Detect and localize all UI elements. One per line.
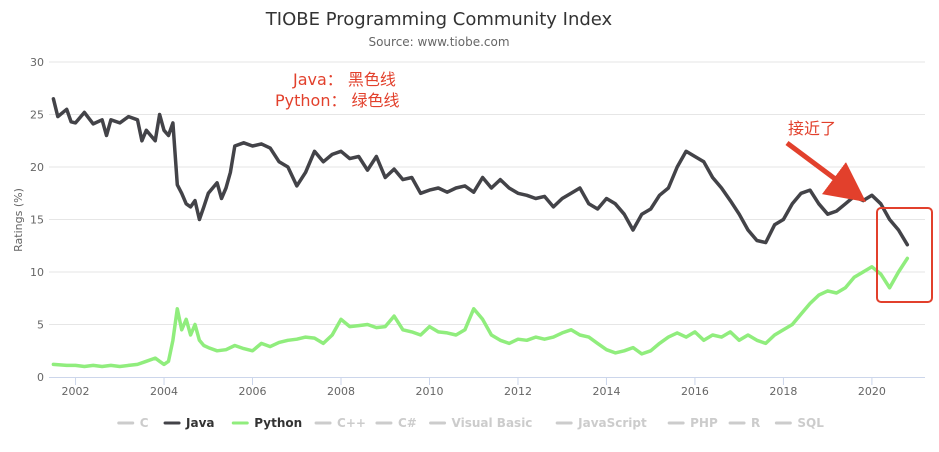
legend-item-java[interactable]: Java xyxy=(163,416,215,430)
x-tick-label: 2010 xyxy=(415,385,443,398)
annotation-python-note: Python： 绿色线 xyxy=(275,91,400,110)
x-tick-label: 2018 xyxy=(769,385,797,398)
y-axis-label: Ratings (%) xyxy=(12,188,25,252)
x-tick-label: 2014 xyxy=(592,385,620,398)
legend-item-c[interactable]: C xyxy=(117,416,149,430)
y-axis-tick-labels: 0 5 10 15 20 25 30 xyxy=(30,56,44,384)
annotation-highlight-box xyxy=(876,207,933,303)
legend-label: C++ xyxy=(337,416,366,430)
grid-lines xyxy=(49,61,925,325)
x-tick-label: 2002 xyxy=(62,385,90,398)
series-lines xyxy=(51,97,910,369)
x-tick-label: 2016 xyxy=(681,385,709,398)
legend-label: Java xyxy=(185,416,214,430)
legend-item-python[interactable]: Python xyxy=(231,416,302,430)
y-tick-label: 5 xyxy=(37,319,44,332)
legend-item-r[interactable]: R xyxy=(728,416,760,430)
legend-label: PHP xyxy=(690,416,718,430)
y-tick-label: 0 xyxy=(37,371,44,384)
legend-label: Visual Basic xyxy=(452,416,533,430)
x-tick-label: 2020 xyxy=(858,385,886,398)
y-tick-label: 25 xyxy=(30,109,44,122)
x-tick-label: 2008 xyxy=(327,385,355,398)
legend: C Java Python C++ C# Visual Basic JavaScript PH… xyxy=(117,416,824,430)
annotation-java-note: Java： 黑色线 xyxy=(292,70,396,89)
chart-title: TIOBE Programming Community Index xyxy=(265,9,613,30)
y-tick-label: 15 xyxy=(30,214,44,227)
annotation-arrow xyxy=(785,140,867,202)
y-tick-label: 20 xyxy=(30,161,44,174)
legend-item-javascript[interactable]: JavaScript xyxy=(555,416,647,430)
legend-label: JavaScript xyxy=(577,416,647,430)
x-axis: 2002 2004 2006 2008 2010 2012 2014 2016 2018 2020 xyxy=(49,377,925,398)
x-tick-label: 2012 xyxy=(504,385,532,398)
legend-item-sql[interactable]: SQL xyxy=(774,416,824,430)
legend-label: C# xyxy=(398,416,417,430)
legend-item-php[interactable]: PHP xyxy=(667,416,718,430)
legend-label: C xyxy=(140,416,149,430)
legend-label: R xyxy=(751,416,760,430)
annotation-arrow-note: 接近了 xyxy=(788,119,836,138)
legend-item-c-[interactable]: C++ xyxy=(314,416,366,430)
chart-subtitle: Source: www.tiobe.com xyxy=(368,35,509,49)
legend-item-visual-basic[interactable]: Visual Basic xyxy=(429,416,533,430)
legend-label: SQL xyxy=(797,416,824,430)
legend-label: Python xyxy=(254,416,302,430)
series-line-python xyxy=(51,256,910,369)
legend-item-c-[interactable]: C# xyxy=(375,416,417,430)
x-tick-label: 2006 xyxy=(239,385,267,398)
series-line-java xyxy=(51,97,910,247)
y-tick-label: 30 xyxy=(30,56,44,69)
x-tick-label: 2004 xyxy=(150,385,178,398)
y-tick-label: 10 xyxy=(30,266,44,279)
